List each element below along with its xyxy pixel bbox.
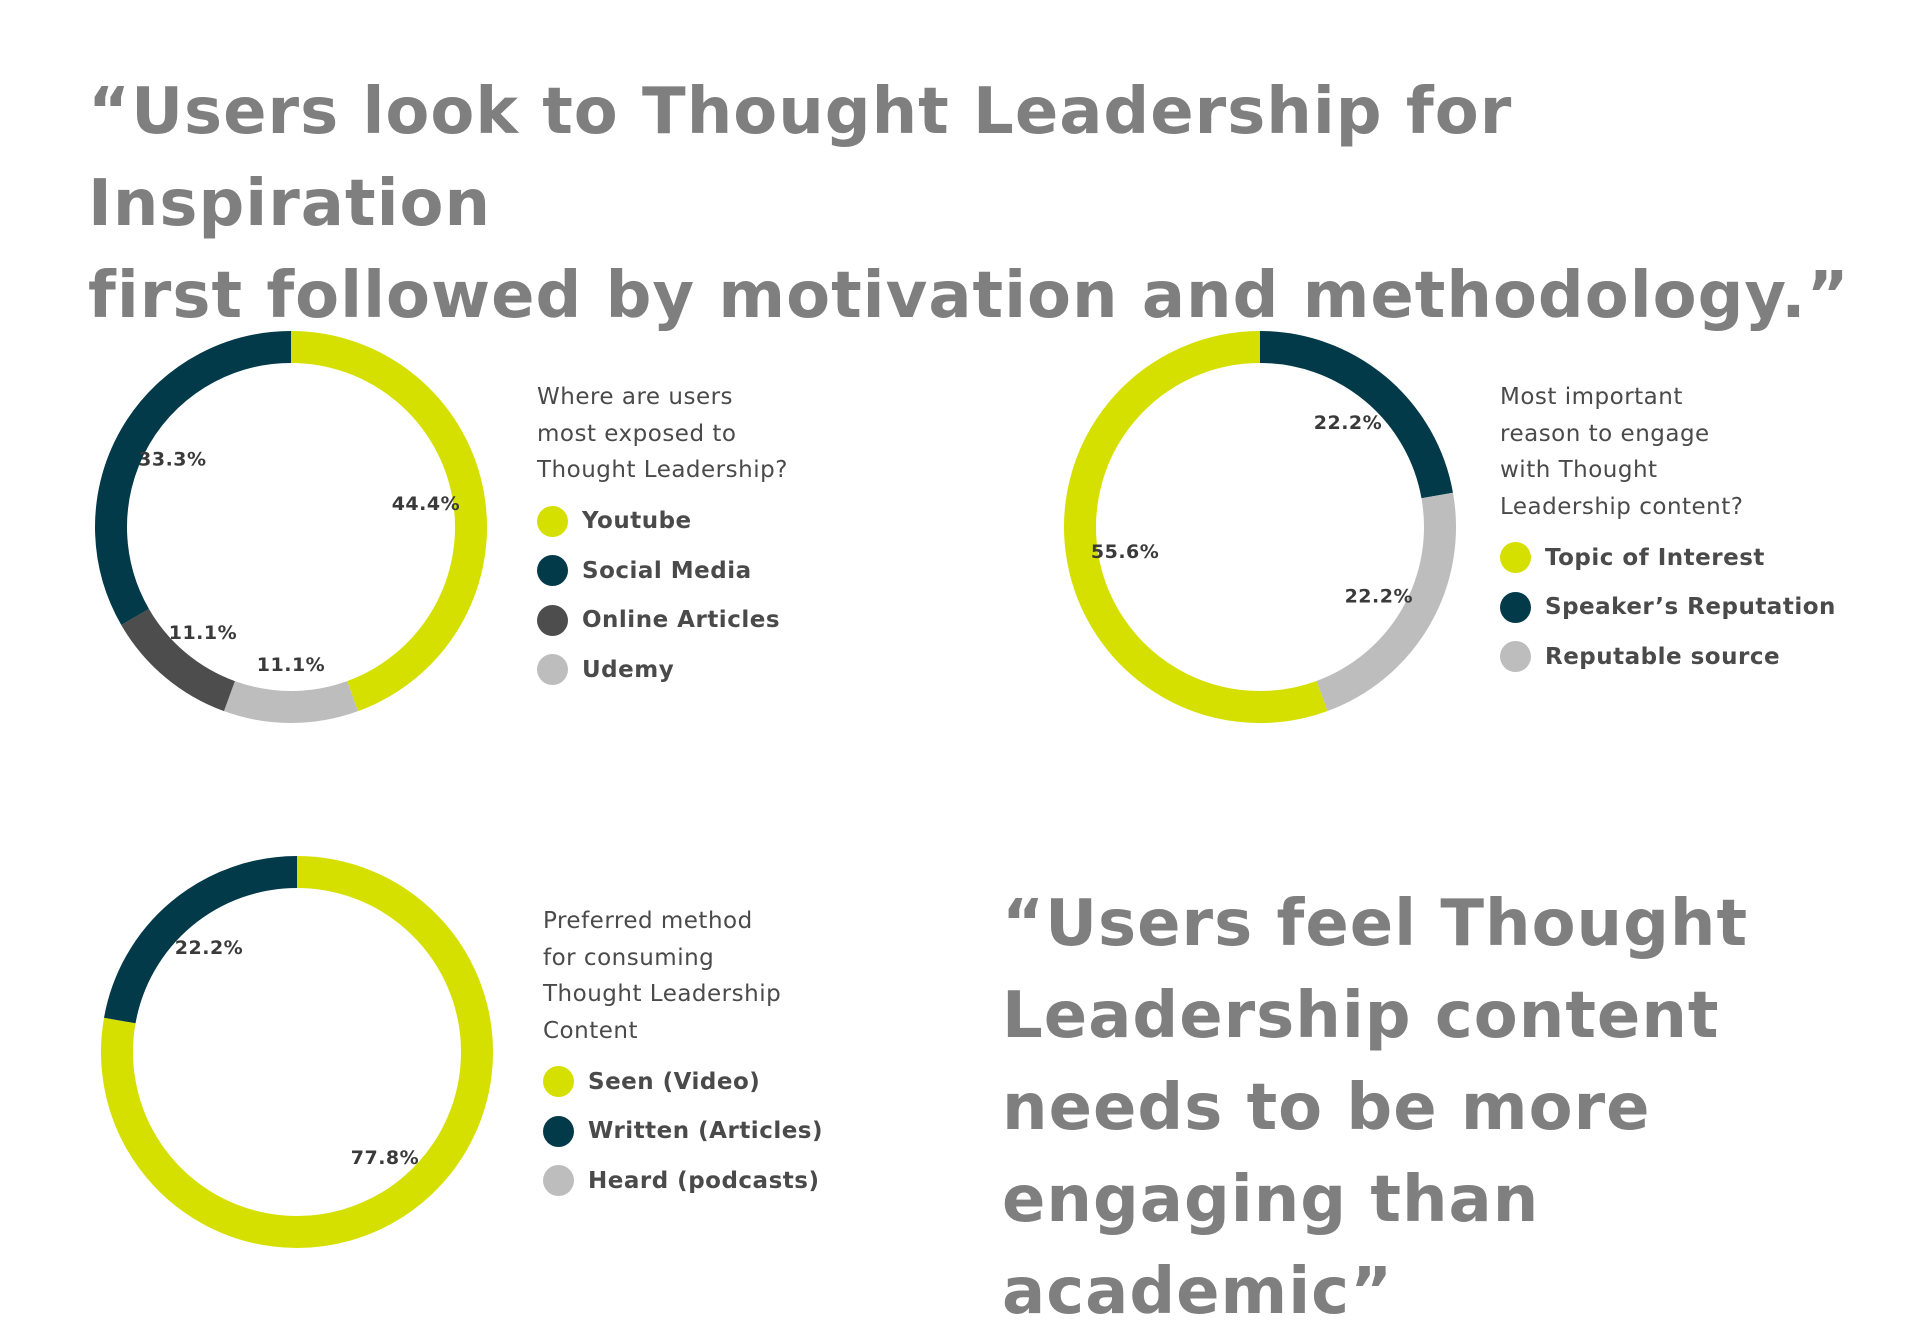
legend-label: Speaker’s Reputation	[1545, 594, 1836, 621]
slice-value-label: 22.2%	[1314, 412, 1382, 434]
slice-value-label: 11.1%	[169, 622, 237, 644]
legend-item: Topic of Interest	[1500, 533, 1836, 583]
legend-label: Written (Articles)	[588, 1118, 824, 1145]
chart-title: Where are users most exposed to Thought …	[537, 384, 788, 483]
donut-slice-speaker-s-reputation	[1259, 331, 1453, 499]
legend-swatch	[537, 555, 568, 587]
slice-value-label: 33.3%	[138, 449, 206, 471]
legend-item: Social Media	[537, 546, 788, 596]
legend-label: Reputable source	[1545, 643, 1781, 670]
legend-item: Reputable source	[1500, 632, 1836, 682]
legend-item: Heard (podcasts)	[543, 1156, 823, 1206]
donut-slice-youtube	[290, 331, 487, 712]
legend-label: Social Media	[582, 557, 752, 584]
legend-label: Heard (podcasts)	[588, 1167, 820, 1194]
chart-title: Preferred method for consuming Thought L…	[543, 908, 782, 1044]
donut-slice-reputable-source	[1316, 492, 1456, 711]
slice-value-label: 44.4%	[392, 493, 460, 515]
legend-item: Online Articles	[537, 596, 788, 646]
chart-title: Most important reason to engage with Tho…	[1500, 384, 1744, 520]
legend-exposure: Where are users most exposed to Thought …	[537, 379, 788, 695]
slice-value-label: 22.2%	[175, 937, 243, 959]
legend-swatch	[537, 505, 568, 537]
headline-quote: “Users look to Thought Leadership for In…	[88, 75, 1850, 333]
slice-value-label: 77.8%	[351, 1147, 419, 1169]
legend-swatch	[537, 604, 568, 636]
legend-consumption-method: Preferred method for consuming Thought L…	[543, 903, 823, 1206]
donut-slice-social-media	[95, 331, 292, 625]
legend-swatch	[543, 1115, 574, 1147]
donut-chart-consumption-method: 77.8% 22.2%	[101, 856, 493, 1248]
donut-slice-written-articles	[104, 856, 298, 1024]
legend-label: Online Articles	[582, 607, 781, 634]
legend-label: Udemy	[582, 656, 675, 683]
legend-swatch	[537, 654, 568, 686]
slice-value-label: 22.2%	[1345, 585, 1413, 607]
donut-chart-engage-reason: 22.2% 22.2% 55.6%	[1064, 331, 1456, 723]
legend-swatch	[1500, 542, 1531, 574]
donut-slice-topic-of-interest	[1064, 331, 1328, 723]
legend-swatch	[543, 1066, 574, 1098]
legend-label: Topic of Interest	[1545, 544, 1765, 571]
legend-item: Written (Articles)	[543, 1107, 823, 1157]
legend-item: Udemy	[537, 645, 788, 695]
legend-label: Youtube	[582, 508, 692, 535]
legend-label: Seen (Video)	[588, 1068, 761, 1095]
legend-item: Seen (Video)	[543, 1057, 823, 1107]
legend-item: Speaker’s Reputation	[1500, 583, 1836, 633]
closing-quote: “Users feel Thought Leadership content n…	[1002, 887, 1749, 1329]
donut-chart-exposure: 44.4% 11.1% 11.1% 33.3%	[95, 331, 487, 723]
donut-slice-seen-video	[101, 856, 493, 1248]
donut-slice-udemy	[223, 680, 359, 723]
donut-slice-online-articles	[121, 608, 236, 712]
slice-value-label: 11.1%	[257, 654, 325, 676]
legend-swatch	[543, 1165, 574, 1197]
legend-swatch	[1500, 591, 1531, 623]
legend-engage-reason: Most important reason to engage with Tho…	[1500, 379, 1836, 682]
slice-value-label: 55.6%	[1091, 541, 1159, 563]
legend-item: Youtube	[537, 497, 788, 547]
legend-swatch	[1500, 641, 1531, 673]
